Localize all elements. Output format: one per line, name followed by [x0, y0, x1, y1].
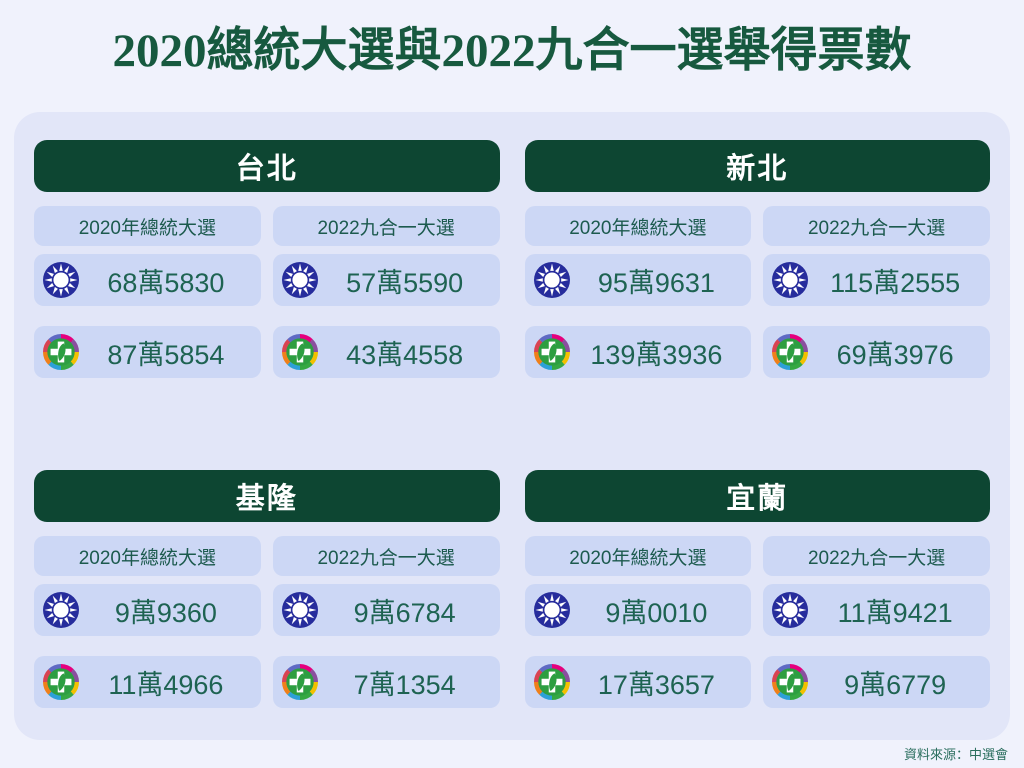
dpp-vote-value-2022: 7萬1354	[353, 669, 456, 700]
kmt-vote-box-2020: 68萬5830	[34, 254, 261, 306]
dpp-vote-value-2020: 11萬4966	[108, 669, 224, 700]
dpp-vote-box-2022: 7萬1354	[272, 656, 500, 708]
election-2022-label: 2022九合一大選	[763, 536, 990, 576]
city-card-new-taipei: 新北 2020年總統大選 95萬9631 139萬3936 2022九合一大選	[524, 140, 990, 378]
kmt-vote-value-2020: 9萬9360	[114, 597, 217, 628]
election-2020-label: 2020年總統大選	[34, 206, 261, 246]
kmt-party-icon	[533, 262, 570, 298]
kmt-party-icon	[281, 262, 318, 298]
dpp-party-icon	[772, 664, 809, 700]
kmt-vote-value-2020: 9萬0010	[605, 597, 708, 628]
dpp-vote-box-2020: 11萬4966	[34, 656, 261, 708]
election-col-2022: 2022九合一大選 11萬9421 9萬6779	[763, 536, 990, 708]
dpp-party-icon	[43, 334, 79, 370]
kmt-vote-box-2022: 115萬2555	[763, 254, 990, 306]
city-grid: 2020年總統大選 9萬0010 17萬3657 2022九合一大選 11萬94…	[524, 536, 990, 708]
dpp-vote-value-2022: 43萬4558	[346, 339, 464, 370]
dpp-vote-box-2022: 69萬3976	[763, 326, 990, 378]
dpp-vote-box-2020: 87萬5854	[34, 326, 261, 378]
city-grid: 2020年總統大選 95萬9631 139萬3936 2022九合一大選 115…	[524, 206, 990, 378]
election-col-2022: 2022九合一大選 115萬2555 69萬3976	[763, 206, 990, 378]
kmt-party-icon	[533, 592, 570, 628]
dpp-vote-box-2020: 17萬3657	[524, 656, 752, 708]
kmt-vote-value-2022: 115萬2555	[830, 267, 961, 298]
election-col-2020: 2020年總統大選 68萬5830 87萬5854	[34, 206, 261, 378]
city-name: 台北	[235, 153, 298, 185]
dpp-vote-value-2022: 9萬6779	[844, 669, 947, 700]
city-grid: 2020年總統大選 9萬9360 11萬4966 2022九合一大選 9萬678…	[34, 536, 500, 708]
city-card-taipei: 台北 2020年總統大選 68萬5830 87萬5854 2022九合一大選	[34, 140, 500, 378]
city-header-taipei: 台北	[34, 140, 500, 192]
city-header-keelung: 基隆	[34, 470, 500, 522]
dpp-party-icon	[281, 334, 318, 370]
kmt-party-icon	[772, 262, 809, 298]
city-card-keelung: 基隆 2020年總統大選 9萬9360 11萬4966 2022九合一大選	[34, 470, 500, 708]
dpp-vote-value-2022: 69萬3976	[836, 339, 954, 370]
kmt-party-icon	[281, 592, 318, 628]
kmt-vote-box-2022: 11萬9421	[763, 584, 990, 636]
dpp-vote-box-2022: 9萬6779	[763, 656, 990, 708]
kmt-vote-value-2020: 68萬5830	[107, 267, 225, 298]
kmt-vote-value-2022: 9萬6784	[353, 597, 456, 628]
dpp-party-icon	[772, 334, 809, 370]
kmt-vote-box-2020: 95萬9631	[524, 254, 752, 306]
kmt-vote-box-2022: 57萬5590	[272, 254, 500, 306]
city-header-new-taipei: 新北	[524, 140, 990, 192]
election-col-2022: 2022九合一大選 9萬6784 7萬1354	[272, 536, 500, 708]
kmt-party-icon	[43, 592, 79, 628]
election-2022-label: 2022九合一大選	[763, 206, 990, 246]
dpp-vote-value-2020: 87萬5854	[107, 339, 225, 370]
dpp-vote-box-2020: 139萬3936	[524, 326, 752, 378]
city-grid: 2020年總統大選 68萬5830 87萬5854 2022九合一大選 57萬5…	[34, 206, 500, 378]
kmt-vote-box-2022: 9萬6784	[272, 584, 500, 636]
dpp-party-icon	[43, 664, 79, 700]
data-source-note: 資料來源：中選會	[903, 747, 1008, 762]
dpp-party-icon	[533, 664, 570, 700]
page-title: 2020總統大選與2022九合一選舉得票數	[112, 25, 912, 77]
election-2022-label: 2022九合一大選	[272, 536, 500, 576]
election-2020-label: 2020年總統大選	[34, 536, 261, 576]
dpp-vote-value-2020: 139萬3936	[590, 339, 723, 370]
election-col-2020: 2020年總統大選 9萬9360 11萬4966	[34, 536, 261, 708]
dpp-vote-value-2020: 17萬3657	[597, 669, 715, 700]
election-col-2022: 2022九合一大選 57萬5590 43萬4558	[272, 206, 500, 378]
election-col-2020: 2020年總統大選 95萬9631 139萬3936	[524, 206, 752, 378]
dpp-party-icon	[533, 334, 570, 370]
kmt-vote-value-2022: 57萬5590	[346, 267, 464, 298]
kmt-party-icon	[772, 592, 809, 628]
city-name: 新北	[726, 153, 789, 185]
kmt-vote-value-2022: 11萬9421	[837, 597, 953, 628]
election-col-2020: 2020年總統大選 9萬0010 17萬3657	[524, 536, 752, 708]
kmt-vote-value-2020: 95萬9631	[597, 267, 715, 298]
city-name: 基隆	[235, 483, 298, 515]
city-header-yilan: 宜蘭	[524, 470, 990, 522]
kmt-party-icon	[43, 262, 79, 298]
election-2020-label: 2020年總統大選	[524, 206, 752, 246]
election-2022-label: 2022九合一大選	[272, 206, 500, 246]
city-name: 宜蘭	[726, 483, 789, 515]
dpp-party-icon	[281, 664, 318, 700]
kmt-vote-box-2020: 9萬9360	[34, 584, 261, 636]
election-2020-label: 2020年總統大選	[524, 536, 752, 576]
dpp-vote-box-2022: 43萬4558	[272, 326, 500, 378]
kmt-vote-box-2020: 9萬0010	[524, 584, 752, 636]
city-card-yilan: 宜蘭 2020年總統大選 9萬0010 17萬3657 2022九合一大選	[524, 470, 990, 708]
results-panel: 台北 2020年總統大選 68萬5830 87萬5854 2022九合一大選	[14, 112, 1010, 740]
